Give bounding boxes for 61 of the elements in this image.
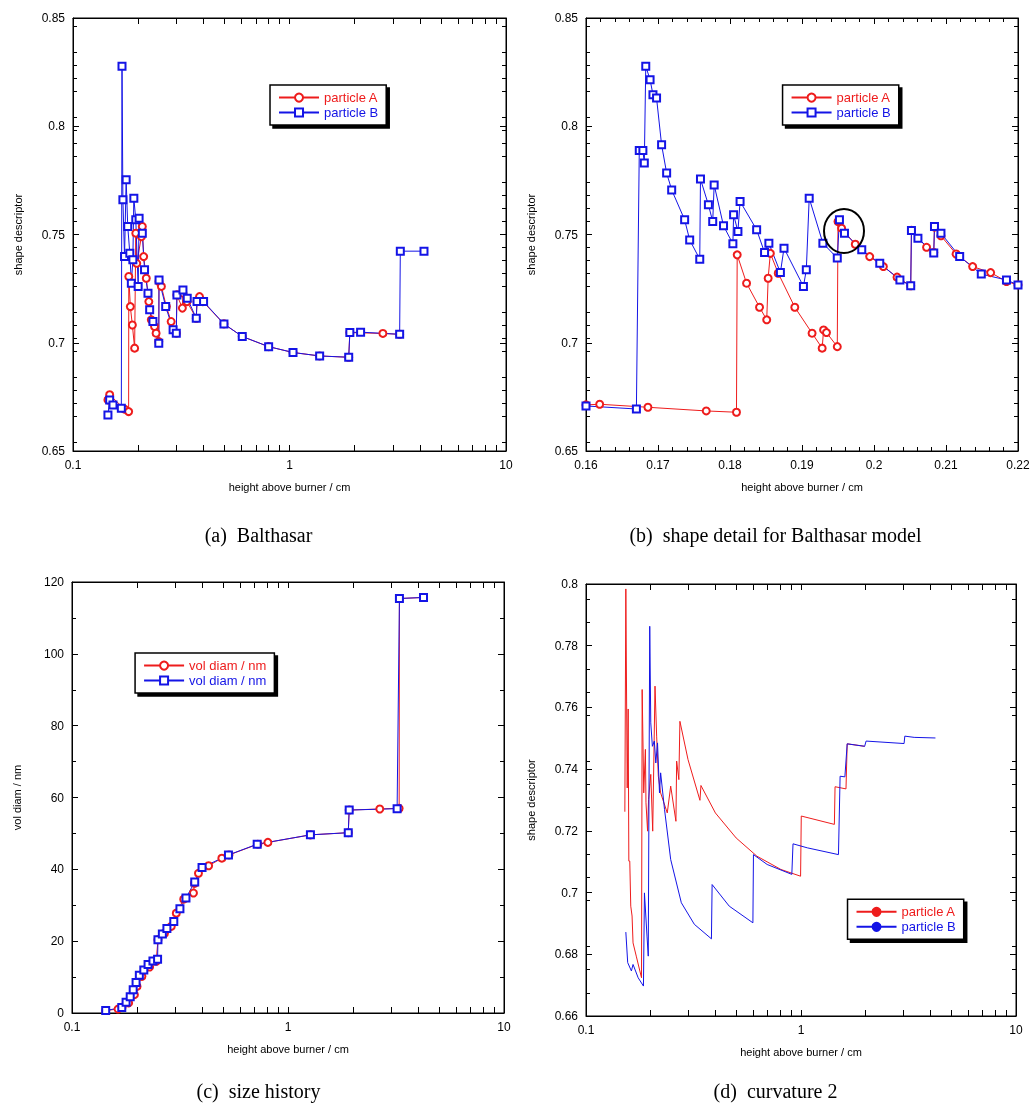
y-tick-label: 0.65 <box>554 444 579 458</box>
y-axis-title: shape descriptor <box>524 193 537 276</box>
y-tick-label: 20 <box>50 934 65 949</box>
x-tick-label: 0.21 <box>934 458 958 472</box>
y-tick-label: 0.68 <box>554 947 579 962</box>
legend-label: particle B <box>901 919 956 935</box>
x-axis-title: height above burner / cm <box>227 1042 349 1055</box>
x-tick-label: 10 <box>1009 1023 1023 1037</box>
x-tick-label: 10 <box>497 1020 511 1034</box>
legend-label: vol diam / nm <box>189 673 267 689</box>
x-tick-label: 0.22 <box>1006 458 1030 472</box>
legend-label: particle B <box>324 105 379 121</box>
text: (d) curvature 2 <box>713 1080 838 1103</box>
text: (b) shape detail for Balthasar model <box>629 524 922 547</box>
y-tick-label: 0.7 <box>561 335 579 350</box>
y-axis-title: shape descriptor <box>11 193 24 276</box>
text: (a) Balthasar <box>204 524 313 547</box>
legend-label: particle A <box>901 904 956 920</box>
y-tick-label: 40 <box>50 862 65 877</box>
y-tick-label: 0.76 <box>554 700 579 715</box>
x-tick-label: 0.1 <box>63 1020 81 1034</box>
x-tick-label: 0.1 <box>577 1023 595 1037</box>
y-tick-label: 0.7 <box>48 335 66 350</box>
legend-label: particle A <box>836 90 891 106</box>
y-tick-label: 0.8 <box>48 119 66 134</box>
x-axis-title: height above burner / cm <box>741 480 863 493</box>
legend-label: particle A <box>324 90 378 106</box>
x-tick-label: 0.1 <box>64 458 82 472</box>
x-tick-label: 1 <box>284 1020 292 1034</box>
x-tick-label: 1 <box>797 1023 805 1037</box>
y-tick-label: 120 <box>43 575 65 589</box>
text: (c) size history <box>196 1080 321 1103</box>
y-tick-label: 0.8 <box>561 577 579 591</box>
y-tick-label: 0 <box>57 1006 65 1020</box>
y-tick-label: 0.75 <box>554 227 579 242</box>
y-tick-label: 0.78 <box>554 638 579 653</box>
y-axis-title: shape descriptor <box>524 759 537 841</box>
x-tick-label: 10 <box>499 458 513 472</box>
x-tick-label: 0.18 <box>718 458 742 472</box>
legend-label: vol diam / nm <box>189 658 267 674</box>
y-tick-label: 0.74 <box>554 762 579 777</box>
legend-label: particle B <box>836 105 891 121</box>
y-tick-label: 0.65 <box>41 444 66 458</box>
y-tick-label: 0.75 <box>41 227 66 242</box>
x-axis-title: height above burner / cm <box>228 480 351 493</box>
y-tick-label: 0.85 <box>554 11 579 25</box>
x-tick-label: 1 <box>286 458 294 472</box>
y-tick-label: 0.72 <box>554 823 579 838</box>
y-tick-label: 100 <box>43 646 65 661</box>
y-axis-title: vol diam / nm <box>10 764 23 831</box>
x-tick-label: 0.2 <box>865 458 883 472</box>
y-tick-label: 0.66 <box>554 1009 579 1023</box>
y-tick-label: 80 <box>50 718 65 733</box>
y-tick-label: 0.7 <box>561 885 579 900</box>
x-tick-label: 0.19 <box>790 458 814 472</box>
x-tick-label: 0.16 <box>574 458 598 472</box>
x-axis-title: height above burner / cm <box>740 1045 862 1058</box>
y-tick-label: 0.85 <box>41 11 66 25</box>
x-tick-label: 0.17 <box>646 458 670 472</box>
y-tick-label: 60 <box>50 790 65 805</box>
y-tick-label: 0.8 <box>561 119 579 134</box>
